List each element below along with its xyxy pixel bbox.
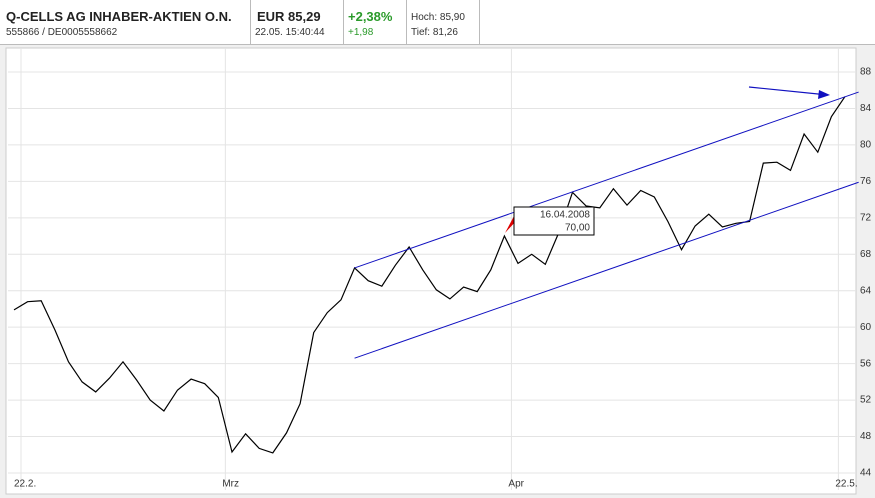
high: Hoch: 85,90	[411, 12, 465, 23]
change-pct: +2,38%	[348, 9, 393, 24]
security-name: Q-CELLS AG INHABER-AKTIEN O.N.	[6, 9, 232, 24]
trend-channel	[354, 181, 859, 359]
y-tick-label: 80	[860, 140, 872, 151]
y-tick-label: 84	[860, 103, 872, 114]
price-time: 22.05. 15:40:44	[255, 27, 325, 38]
price-line	[13, 96, 846, 454]
x-tick-label: 22.2.	[14, 479, 36, 490]
x-tick-label: 22.5.	[835, 479, 857, 490]
trend-channel	[354, 91, 859, 269]
tooltip-date: 16.04.2008	[540, 210, 590, 221]
y-tick-label: 48	[860, 431, 872, 442]
arrow-head	[818, 90, 830, 99]
annotation-arrow	[748, 86, 829, 96]
chart: 44 48 52 56 60 64 68 72 76 80 84 88 22.2. Mrz Apr 22.5.…	[5, 47, 872, 495]
x-tick-label: Mrz	[222, 479, 239, 490]
price: EUR 85,29	[257, 9, 321, 24]
y-tick-label: 56	[860, 358, 872, 369]
quote-header: Q-CELLS AG INHABER-AKTIEN O.N. 555866 / …	[0, 0, 875, 45]
y-tick-label: 52	[860, 395, 872, 406]
y-tick-label: 64	[860, 285, 872, 296]
tooltip-box	[513, 206, 595, 236]
plot-frame	[5, 47, 857, 495]
y-tick-label: 68	[860, 249, 872, 260]
y-tick-label: 60	[860, 322, 872, 333]
range-cell: Hoch: 85,90 Tief: 81,26	[407, 0, 480, 44]
change-abs: +1,98	[348, 27, 374, 38]
y-tick-label: 72	[860, 212, 872, 223]
y-tick-label: 88	[860, 67, 872, 78]
y-tick-label: 76	[860, 176, 872, 187]
security-ids: 555866 / DE0005558662	[6, 27, 118, 38]
plot: 44 48 52 56 60 64 68 72 76 80 84 88 22.2. Mrz Apr 22.5.…	[8, 48, 872, 490]
name-cell: Q-CELLS AG INHABER-AKTIEN O.N. 555866 / …	[0, 0, 251, 44]
low: Tief: 81,26	[411, 27, 458, 38]
price-cell: EUR 85,29 22.05. 15:40:44	[251, 0, 344, 44]
x-tick-label: Apr	[508, 479, 524, 490]
change-cell: +2,38% +1,98	[344, 0, 407, 44]
tooltip-value: 70,00	[565, 223, 590, 234]
y-tick-label: 44	[860, 468, 872, 479]
